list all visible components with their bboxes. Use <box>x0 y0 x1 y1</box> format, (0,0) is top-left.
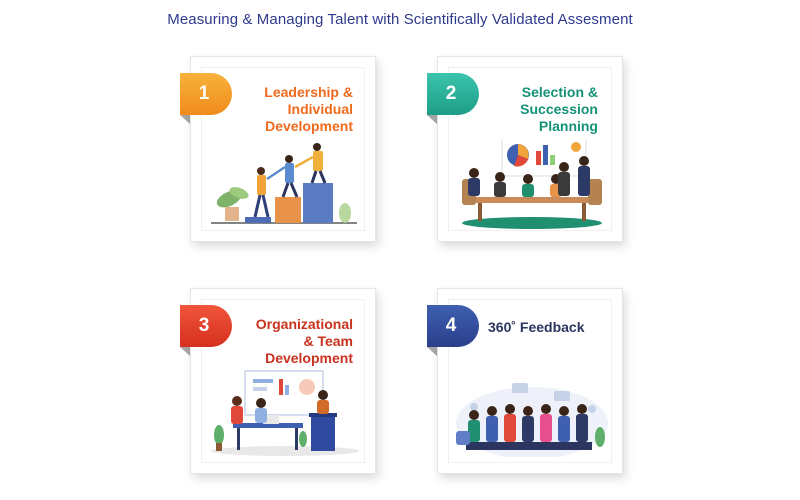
card-360-feedback: 4 360˚ Feedback <box>427 288 623 474</box>
card-organizational: 3 Organizational & Team Development <box>180 288 376 474</box>
page-title: Measuring & Managing Talent with Scienti… <box>167 11 633 28</box>
leadership-illustration <box>211 143 357 224</box>
card-title: 360˚ Feedback <box>488 319 585 336</box>
card-selection: 2 Selection & Succession Planning <box>427 56 623 242</box>
card-title-line: Development <box>265 350 353 366</box>
card-title-line: & Team <box>303 333 353 349</box>
card-title-line: 360˚ Feedback <box>488 319 585 335</box>
card-title-line: Leadership & <box>264 84 353 100</box>
card-title-line: Planning <box>538 118 598 134</box>
card-inner-frame <box>201 67 365 231</box>
team-illustration <box>211 370 359 456</box>
card-title-line: Selection & <box>521 84 598 100</box>
meeting-illustration <box>462 139 602 229</box>
number-badge: 4 <box>427 305 479 356</box>
card-title: Organizational & Team Development <box>256 316 353 367</box>
number-badge: 2 <box>427 73 479 124</box>
card-title: Selection & Succession Planning <box>520 84 598 135</box>
card-title-line: Development <box>265 118 353 134</box>
card-title-line: Organizational <box>255 316 353 332</box>
card-leadership: 1 Leadership & Individual Development <box>180 56 376 242</box>
feedback-illustration <box>456 383 608 457</box>
card-title-line: Succession <box>520 101 598 117</box>
number-badge: 3 <box>180 305 232 356</box>
card-inner-frame <box>448 299 612 463</box>
card-title: Leadership & Individual Development <box>264 84 353 135</box>
card-inner-frame <box>448 67 612 231</box>
card-inner-frame <box>201 299 365 463</box>
card-title-line: Individual <box>287 101 353 117</box>
number-badge: 1 <box>180 73 232 124</box>
